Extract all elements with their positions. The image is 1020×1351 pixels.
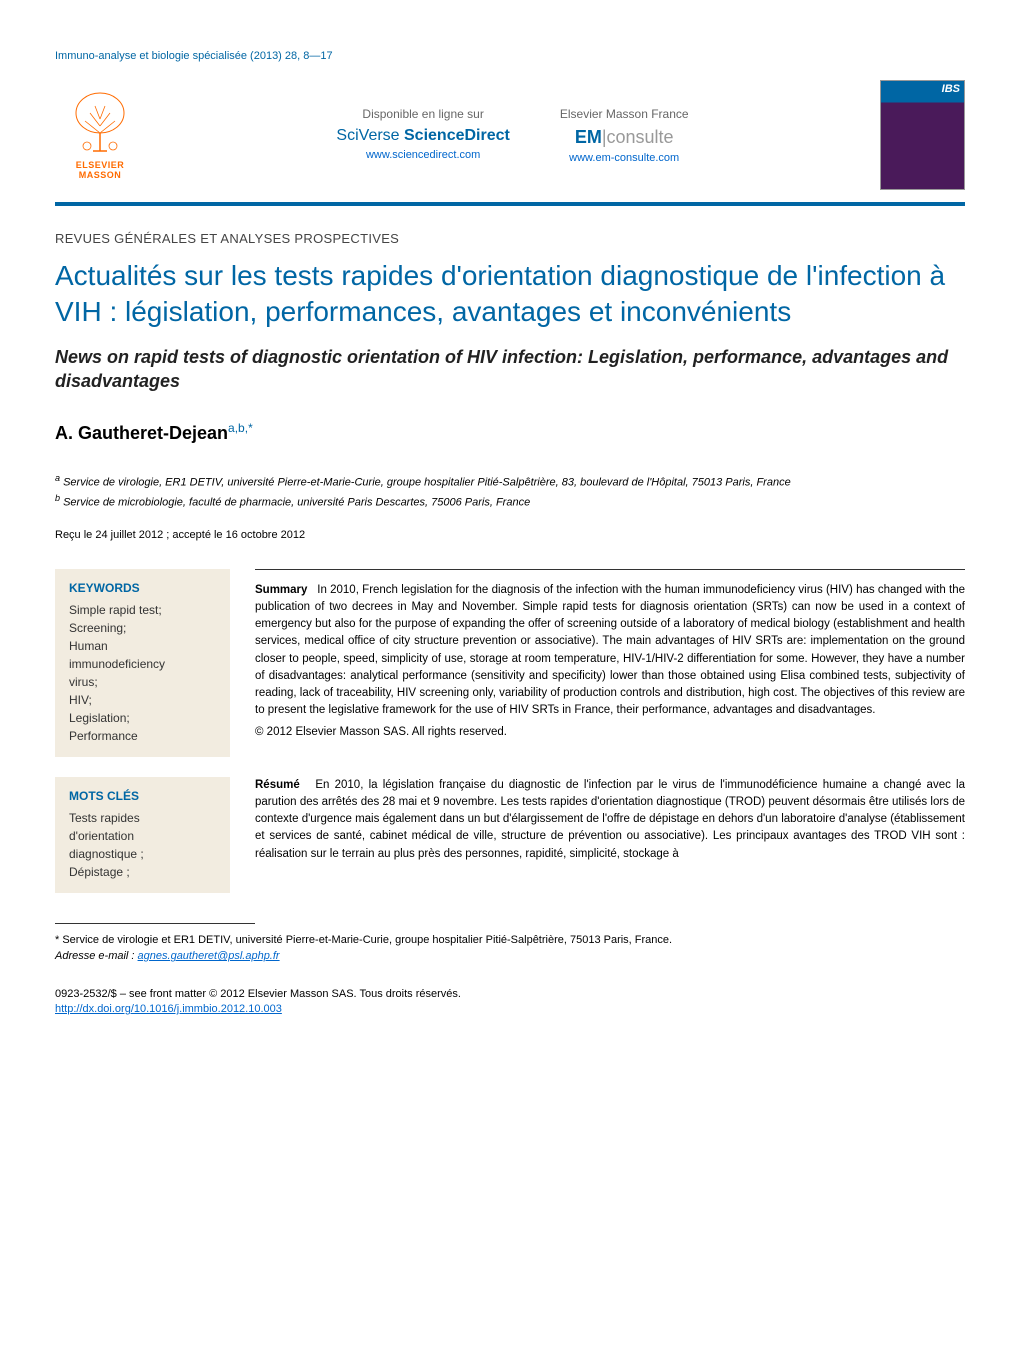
keywords-fr-box: MOTS CLÉS Tests rapides d'orientation di… xyxy=(55,777,230,893)
article-title: Actualités sur les tests rapides d'orien… xyxy=(55,258,965,331)
author-affil-markers: a,b,* xyxy=(228,421,253,435)
summary-lead: Summary xyxy=(255,584,307,596)
sciverse-brand: SciVerse ScienceDirect xyxy=(336,127,509,145)
sciverse-part1: SciVerse xyxy=(336,127,399,144)
keywords-fr-heading: MOTS CLÉS xyxy=(69,789,216,803)
affiliation-a-text: Service de virologie, ER1 DETIV, univers… xyxy=(63,477,791,489)
issn-copyright: 0923-2532/$ – see front matter © 2012 El… xyxy=(55,987,965,1002)
banner-left-col: Disponible en ligne sur SciVerse Science… xyxy=(336,107,509,164)
footnote-rule xyxy=(55,923,255,924)
emconsulte-url[interactable]: www.em-consulte.com xyxy=(560,152,689,164)
resume-body: Résumé En 2010, la législation française… xyxy=(255,777,965,893)
em-consulte-brand: EM|consulte xyxy=(560,127,689,148)
elsevier-tree-icon xyxy=(65,91,135,156)
em-suffix: consulte xyxy=(607,127,674,147)
keywords-en-heading: KEYWORDS xyxy=(69,581,216,595)
summary-text: In 2010, French legislation for the diag… xyxy=(255,584,965,717)
top-banner: ELSEVIER MASSON Disponible en ligne sur … xyxy=(55,80,965,206)
affiliation-a: a Service de virologie, ER1 DETIV, unive… xyxy=(55,472,965,491)
banner-left-label: Disponible en ligne sur xyxy=(336,107,509,121)
doi-link[interactable]: http://dx.doi.org/10.1016/j.immbio.2012.… xyxy=(55,1003,282,1015)
author-name: A. Gautheret-Dejean xyxy=(55,423,228,443)
keywords-en-box: KEYWORDS Simple rapid test; Screening; H… xyxy=(55,569,230,757)
affiliation-b-text: Service de microbiologie, faculté de pha… xyxy=(63,496,530,508)
summary-body: Summary In 2010, French legislation for … xyxy=(255,569,965,757)
summary-section: KEYWORDS Simple rapid test; Screening; H… xyxy=(55,569,965,757)
email-label: Adresse e-mail : xyxy=(55,950,134,962)
resume-section: MOTS CLÉS Tests rapides d'orientation di… xyxy=(55,777,965,893)
running-header: Immuno-analyse et biologie spécialisée (… xyxy=(55,50,965,62)
elsevier-brand-2: MASSON xyxy=(79,170,122,180)
summary-copyright: © 2012 Elsevier Masson SAS. All rights r… xyxy=(255,724,965,741)
author-email-link[interactable]: agnes.gautheret@psl.aphp.fr xyxy=(138,950,280,962)
banner-right-label: Elsevier Masson France xyxy=(560,107,689,121)
journal-cover-thumbnail: IBS xyxy=(880,80,965,190)
affiliations: a Service de virologie, ER1 DETIV, unive… xyxy=(55,472,965,510)
bottom-meta: 0923-2532/$ – see front matter © 2012 El… xyxy=(55,987,965,1018)
keywords-fr-list: Tests rapides d'orientation diagnostique… xyxy=(69,809,216,881)
elsevier-masson-logo: ELSEVIER MASSON xyxy=(55,83,145,188)
article-subtitle: News on rapid tests of diagnostic orient… xyxy=(55,345,965,394)
sciencedirect-url[interactable]: www.sciencedirect.com xyxy=(336,149,509,161)
banner-right-col: Elsevier Masson France EM|consulte www.e… xyxy=(560,107,689,164)
journal-badge: IBS xyxy=(942,83,960,95)
corresponding-footnote: * Service de virologie et ER1 DETIV, uni… xyxy=(55,932,965,965)
sciverse-part2: ScienceDirect xyxy=(400,127,510,144)
corresponding-address: * Service de virologie et ER1 DETIV, uni… xyxy=(55,932,965,949)
section-label: REVUES GÉNÉRALES ET ANALYSES PROSPECTIVE… xyxy=(55,231,965,246)
keywords-en-list: Simple rapid test; Screening; Human immu… xyxy=(69,601,216,745)
affiliation-b: b Service de microbiologie, faculté de p… xyxy=(55,492,965,511)
resume-lead: Résumé xyxy=(255,779,300,791)
resume-text: En 2010, la législation française du dia… xyxy=(255,779,965,860)
elsevier-brand-1: ELSEVIER xyxy=(76,160,125,170)
em-prefix: EM xyxy=(575,127,602,147)
author-line: A. Gautheret-Dejeana,b,* xyxy=(55,421,965,444)
banner-center: Disponible en ligne sur SciVerse Science… xyxy=(170,107,855,164)
article-dates: Reçu le 24 juillet 2012 ; accepté le 16 … xyxy=(55,529,965,541)
